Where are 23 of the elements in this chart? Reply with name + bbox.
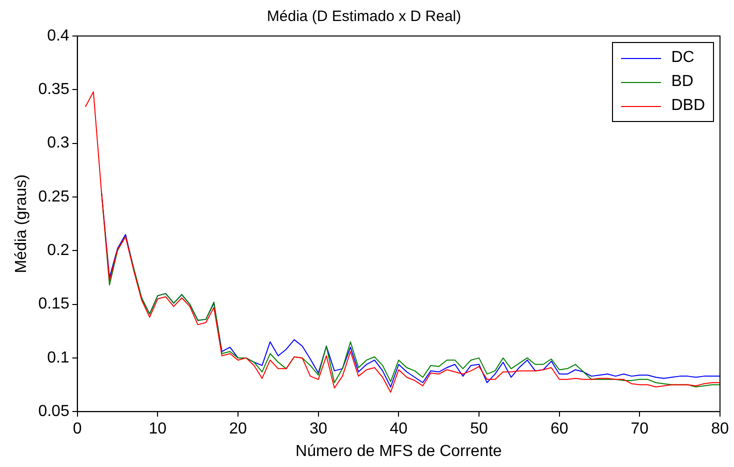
x-tick-label: 80: [711, 420, 729, 438]
y-tick-label: 0.05: [38, 403, 70, 420]
y-tick-label: 0.3: [47, 134, 70, 152]
legend-label: DBD: [671, 97, 705, 115]
chart-title: Média (D Estimado x D Real): [266, 8, 462, 26]
x-tick-label: 70: [630, 420, 649, 438]
y-tick-label: 0.1: [47, 349, 70, 366]
x-tick-label: 40: [390, 420, 408, 438]
x-tick-label: 10: [148, 420, 167, 438]
x-axis-title: Número de MFS de Corrente: [296, 442, 502, 460]
y-tick-label: 0.35: [38, 81, 70, 98]
y-tick-label: 0.25: [38, 188, 70, 206]
y-axis-title: Média (graus): [13, 174, 30, 274]
x-tick-label: 0: [72, 420, 82, 438]
x-tick-label: 30: [309, 420, 328, 438]
y-tick-label: 0.2: [47, 242, 70, 260]
legend-label: DC: [671, 49, 694, 67]
x-tick-label: 60: [550, 420, 568, 438]
x-tick-label: 20: [229, 420, 248, 438]
x-tick-label: 50: [470, 420, 488, 438]
y-tick-label: 0.4: [47, 27, 70, 44]
y-tick-label: 0.15: [38, 296, 70, 313]
legend-label: BD: [671, 73, 694, 91]
